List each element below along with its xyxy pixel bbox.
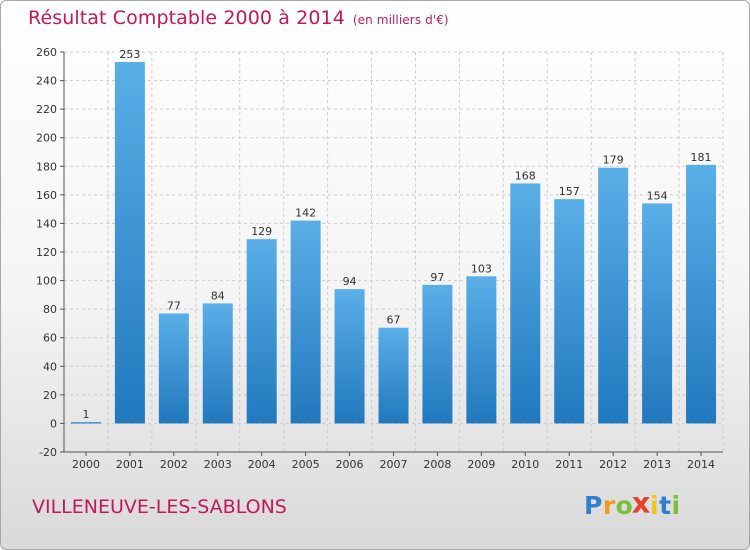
value-label-2003: 84 [211,289,225,302]
chart-title: Résultat Comptable 2000 à 2014 (en millie… [28,7,449,29]
x-tick-label-2004: 2004 [248,458,276,471]
x-tick-label-2014: 2014 [687,458,715,471]
logo-letter: r [602,491,616,520]
value-label-2008: 97 [430,271,444,284]
x-tick-label-2003: 2003 [204,458,232,471]
logo-letter: x [632,485,652,520]
x-tick-label-2012: 2012 [599,458,627,471]
y-tick-label: 140 [36,217,57,230]
bars [70,62,717,424]
chart-subtitle: (en milliers d'€) [352,13,449,27]
logo-letter: i [671,491,681,520]
value-label-2010: 168 [515,169,536,182]
labels: -20 0 20 40 60 80 100 120 140 160 180 200 220 240 260 1… [36,46,715,471]
y-tick-label: 180 [36,160,57,173]
y-tick-label: 100 [36,275,57,288]
y-tick-label: 120 [36,246,57,259]
x-tick-label-2005: 2005 [292,458,320,471]
value-label-2012: 179 [603,154,624,167]
logo-letter: P [584,491,603,520]
y-tick-label: 160 [36,189,57,202]
x-tick-label-2006: 2006 [336,458,364,471]
proxiti-logo: Proxiti [584,486,681,520]
x-tick-label-2010: 2010 [511,458,539,471]
bar-2013 [642,203,673,424]
bar-2005 [290,220,321,424]
y-tick-label: 220 [36,103,57,116]
x-tick-label-2001: 2001 [116,458,144,471]
value-label-2005: 142 [295,207,316,220]
y-tick-label: 80 [43,303,57,316]
axes [60,51,723,456]
value-label-2009: 103 [471,262,492,275]
value-label-2013: 154 [647,189,668,202]
chart-title-text: Résultat Comptable 2000 à 2014 [28,7,345,29]
bar-2012 [598,167,629,424]
bar-2003 [202,303,233,424]
bar-2004 [246,239,277,424]
bar-2010 [510,183,541,424]
value-label-2006: 94 [343,275,357,288]
logo-letter: t [659,491,672,520]
value-label-2011: 157 [559,185,580,198]
y-tick-label: 200 [36,132,57,145]
x-tick-label-2007: 2007 [380,458,408,471]
bar-2001 [114,62,145,424]
logo-letter: i [650,491,660,520]
y-tick-label: 60 [43,332,57,345]
bar-2008 [422,284,453,424]
x-tick-label-2000: 2000 [72,458,100,471]
bar-2000 [70,422,101,424]
value-label-2007: 67 [387,314,401,327]
bar-2002 [158,313,189,424]
y-tick-label: 240 [36,75,57,88]
x-tick-label-2009: 2009 [467,458,495,471]
x-tick-label-2013: 2013 [643,458,671,471]
x-tick-label-2011: 2011 [555,458,583,471]
value-label-2002: 77 [167,299,181,312]
y-tick-label: -20 [39,446,57,459]
value-label-2001: 253 [119,48,140,61]
bar-2007 [378,327,409,424]
x-tick-label-2002: 2002 [160,458,188,471]
bar-2014 [686,164,717,424]
value-label-2014: 181 [691,151,712,164]
x-tick-label-2008: 2008 [423,458,451,471]
y-tick-label: 40 [43,360,57,373]
bar-2009 [466,276,497,424]
y-tick-label: 0 [50,417,57,430]
value-label-2004: 129 [251,225,272,238]
y-tick-label: 260 [36,46,57,59]
value-label-2000: 1 [82,408,89,421]
bar-2006 [334,289,365,424]
logo-letter: o [615,491,634,520]
y-tick-label: 20 [43,389,57,402]
bar-2011 [554,199,585,424]
city-name: VILLENEUVE-LES-SABLONS [32,496,287,518]
